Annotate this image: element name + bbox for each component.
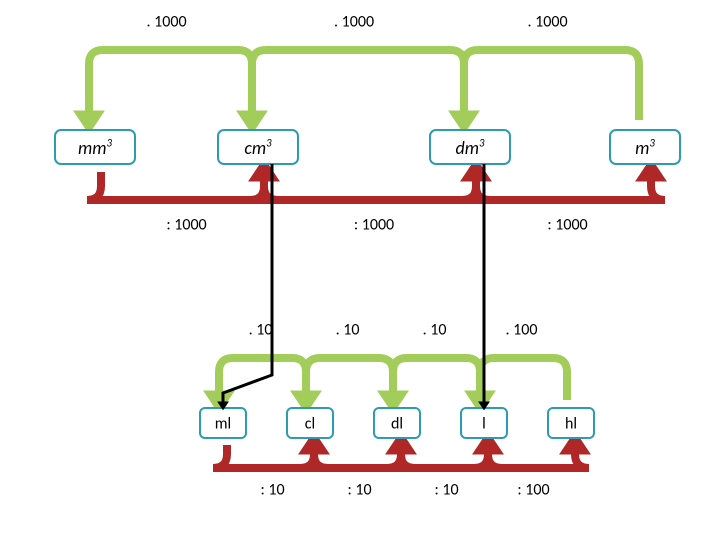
multiply-label: . 10	[336, 321, 360, 340]
unit-label-cl: cl	[305, 415, 315, 434]
divide-label: : 10	[347, 481, 371, 500]
multiply-label: . 10	[423, 321, 447, 340]
divide-label: : 10	[434, 481, 458, 500]
multiply-label: . 10	[249, 321, 273, 340]
unit-label-ml: ml	[215, 415, 231, 434]
divide-label: : 100	[517, 481, 549, 500]
unit-label-hl: hl	[565, 415, 577, 434]
divide-label: : 1000	[547, 216, 587, 235]
divide-label: : 10	[260, 481, 284, 500]
multiply-label: . 1000	[527, 13, 567, 32]
multiply-label: . 1000	[146, 13, 186, 32]
unit-conversion-diagram: . 1000. 1000. 1000: 1000: 1000: 1000mm3c…	[0, 0, 720, 540]
unit-label-dl: dl	[391, 415, 403, 434]
divide-label: : 1000	[166, 216, 206, 235]
multiply-label: . 100	[506, 321, 538, 340]
divide-label: : 1000	[354, 216, 394, 235]
multiply-label: . 1000	[334, 13, 374, 32]
unit-label-l: l	[482, 415, 486, 434]
